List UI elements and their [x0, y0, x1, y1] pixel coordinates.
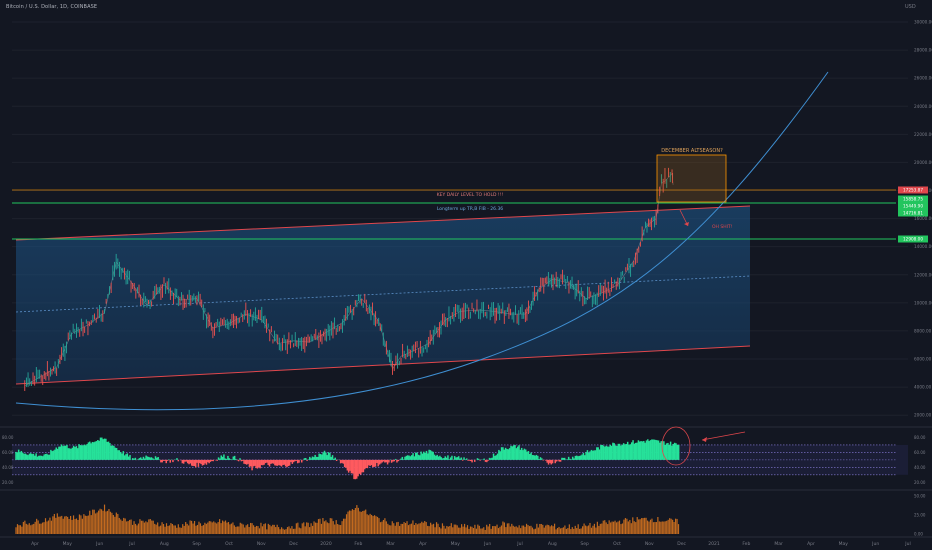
- price-tick: 4000.00: [914, 385, 932, 390]
- time-tick: Jun: [483, 541, 491, 547]
- time-tick: Jul: [128, 541, 134, 547]
- currency-label: USD: [905, 4, 916, 10]
- time-tick: Mar: [774, 541, 783, 547]
- rsi-tick-left: 80.00: [2, 435, 14, 440]
- rsi-tick-right: 40.00: [914, 465, 926, 470]
- rsi-tick-left: 60.00: [2, 450, 14, 455]
- volume-panel: 50.00 25.00 0.00: [0, 489, 932, 538]
- rsi-arrowhead: [702, 437, 707, 442]
- rsi-panel: 80.00 80.00 60.00 60.00 40.00 40.00 20.00 20.00: [0, 426, 932, 485]
- price-tick: 28000.00: [914, 48, 932, 53]
- time-tick: May: [839, 541, 849, 547]
- time-tick: Oct: [225, 541, 233, 547]
- key-level-label: KEY DAILY LEVEL TO HOLD !!!: [437, 192, 504, 198]
- price-badge: [898, 209, 928, 217]
- price-badge: [898, 202, 928, 210]
- price-axis[interactable]: 30000.00 28000.00 26000.00 24000.00 22000.00…: [914, 20, 932, 418]
- symbol-title: Bitcoin / U.S. Dollar, 1D, COINBASE: [6, 4, 98, 10]
- log-line-label: Longterm up TR,B FIB - 26.36: [437, 206, 503, 212]
- time-tick: Jul: [904, 541, 910, 547]
- altseason-box: [656, 154, 727, 203]
- price-tick: 22000.00: [914, 132, 932, 137]
- price-badge: [898, 186, 928, 194]
- channel-fill: [16, 206, 750, 384]
- rsi-tick-right: 80.00: [914, 435, 926, 440]
- price-badge-label: 17253.87: [903, 188, 923, 193]
- price-tick: 16000.00: [914, 216, 932, 221]
- price-badge-label: 14716.81: [903, 211, 923, 216]
- time-tick: Nov: [645, 541, 654, 547]
- rsi-tick-left: 40.00: [2, 465, 14, 470]
- time-tick: Aug: [160, 541, 169, 547]
- price-tick: 6000.00: [914, 357, 932, 362]
- price-tick: 14000.00: [914, 244, 932, 249]
- time-tick: Mar: [386, 541, 395, 547]
- annotations: DECEMBER ALTSEASON? KEY DAILY LEVEL TO HO…: [437, 148, 733, 230]
- price-tick: 12000.00: [914, 272, 932, 277]
- time-tick: Feb: [742, 541, 750, 547]
- price-tick: 24000.00: [914, 104, 932, 109]
- channel-bottom: [15, 345, 751, 385]
- price-labels: 17253.87 15858.75 15449.90 14716.81 12908.00: [898, 186, 928, 243]
- growth-curve: [15, 71, 829, 411]
- regression-channel: [15, 205, 751, 385]
- price-tick: 30000.00: [914, 20, 932, 25]
- price-candles: [24, 167, 674, 391]
- rsi-tick-right: 20.00: [914, 480, 926, 485]
- volume-tick: 50.00: [914, 494, 926, 499]
- rsi-tick-left: 20.00: [2, 480, 14, 485]
- price-tick: 2000.00: [914, 413, 932, 418]
- oh-shit-label: OH SHIT!: [712, 224, 733, 230]
- time-tick: Apr: [807, 541, 815, 547]
- rsi-arrow: [701, 431, 746, 441]
- time-tick: 2021: [708, 541, 720, 547]
- time-tick: May: [63, 541, 73, 547]
- price-badge-label: 15858.75: [903, 197, 923, 202]
- time-tick: Jun: [871, 541, 879, 547]
- channel-mid: [15, 275, 751, 313]
- volume-tick: 25.00: [914, 513, 926, 518]
- december-altseason-label: DECEMBER ALTSEASON?: [661, 148, 723, 154]
- time-tick: Apr: [31, 541, 39, 547]
- price-tick: 20000.00: [914, 160, 932, 165]
- time-tick: Apr: [419, 541, 427, 547]
- time-tick: Jul: [516, 541, 522, 547]
- price-badge: [898, 235, 928, 243]
- rsi-tick-right: 60.00: [914, 450, 926, 455]
- oh-shit-arrowhead: [684, 222, 689, 226]
- price-badge-label: 12908.00: [903, 237, 923, 242]
- time-tick: Nov: [257, 541, 266, 547]
- time-tick: Sep: [580, 541, 589, 547]
- price-tick: 8000.00: [914, 328, 932, 333]
- time-axis[interactable]: Apr May Jun Jul Aug Sep Oct Nov Dec 2020 Feb Mar Apr…: [31, 541, 911, 547]
- time-tick: Dec: [289, 541, 298, 547]
- rsi-highlight-circle: [661, 426, 691, 466]
- time-tick: May: [451, 541, 461, 547]
- channel-top: [15, 205, 751, 241]
- price-badge: [898, 195, 928, 203]
- time-tick: Aug: [548, 541, 557, 547]
- time-tick: 2020: [320, 541, 332, 547]
- price-tick: 10000.00: [914, 300, 932, 305]
- time-tick: Feb: [354, 541, 362, 547]
- time-tick: Oct: [613, 541, 621, 547]
- time-tick: Dec: [677, 541, 686, 547]
- price-badge-label: 15449.90: [903, 204, 923, 209]
- price-tick: 26000.00: [914, 76, 932, 81]
- horizontal-levels: [12, 189, 896, 240]
- time-tick: Jun: [95, 541, 103, 547]
- log-growth-curve: [15, 71, 829, 411]
- time-tick: Sep: [192, 541, 201, 547]
- volume-tick: 0.00: [914, 532, 923, 537]
